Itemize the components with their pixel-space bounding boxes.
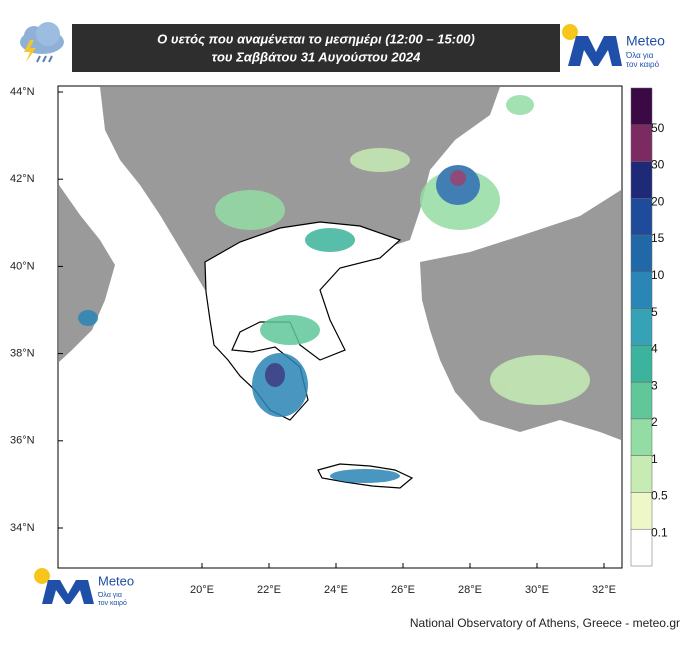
color-swatch: [630, 528, 653, 567]
map: [57, 85, 623, 569]
precipitation: [78, 95, 590, 483]
lon-label: 22°E: [257, 584, 281, 596]
land: [100, 87, 500, 300]
color-swatch: [630, 455, 653, 493]
color-swatch: [630, 418, 653, 456]
lat-label: 44°N: [10, 86, 35, 98]
colorbar-label: 0.1: [651, 525, 668, 539]
logo-tagline: τον καιρό: [626, 60, 660, 69]
logo: Meteo Όλα για τον καιρό: [34, 568, 134, 607]
colorbar: 50 30 20 15 10 5 4 3 2 1 0.5 0.1: [630, 87, 668, 567]
color-swatch: [630, 492, 653, 530]
color-swatch: [630, 234, 653, 273]
lon-label: 20°E: [190, 584, 214, 596]
color-swatch: [630, 198, 653, 236]
color-swatch: [630, 381, 653, 420]
lat-label: 42°N: [10, 173, 35, 185]
lon-label: 24°E: [324, 584, 348, 596]
lat-label: 38°N: [10, 348, 35, 360]
logo-tagline: τον καιρό: [98, 599, 127, 607]
footer: National Observatory of Athens, Greece -…: [410, 616, 680, 630]
lon-labels: 20°E 22°E 24°E 26°E 28°E 30°E 32°E: [190, 563, 616, 596]
weather-icon: [20, 22, 64, 63]
colorbar-label: 1: [651, 452, 658, 466]
lon-label: 30°E: [525, 584, 549, 596]
color-swatch: [630, 161, 653, 199]
colorbar-label: 3: [651, 378, 658, 392]
lat-labels: 44°N 42°N 40°N 38°N 36°N 34°N: [10, 86, 63, 534]
color-swatch: [630, 345, 653, 383]
logo: Meteo Όλα για τον καιρό: [562, 24, 665, 69]
color-swatch: [630, 124, 653, 162]
logo-tagline: Όλα για: [625, 51, 654, 60]
color-swatch: [630, 308, 653, 346]
land: [59, 185, 115, 362]
lon-label: 26°E: [391, 584, 415, 596]
title-bar: [72, 24, 560, 72]
colorbar-label: 15: [651, 231, 665, 245]
colorbar-label: 10: [651, 268, 665, 282]
colorbar-label: 50: [651, 121, 665, 135]
lon-label: 32°E: [592, 584, 616, 596]
colorbar-label: 4: [651, 342, 658, 356]
lat-label: 40°N: [10, 260, 35, 272]
colorbar-label: 5: [651, 305, 658, 319]
color-swatch: [630, 87, 653, 126]
title-line: του Σαββάτου 31 Αυγούστου 2024: [212, 49, 421, 64]
logo-name: Meteo: [626, 33, 665, 49]
logo-tagline: Όλα για: [97, 592, 122, 599]
lon-label: 28°E: [458, 584, 482, 596]
colorbar-label: 30: [651, 158, 665, 172]
logo-name: Meteo: [98, 573, 134, 588]
title-line: Ο υετός που αναμένεται το μεσημέρι (12:0…: [157, 31, 475, 46]
colorbar-label: 2: [651, 415, 658, 429]
lat-label: 36°N: [10, 435, 35, 447]
lat-label: 34°N: [10, 522, 35, 534]
colorbar-label: 20: [651, 194, 665, 208]
colorbar-label: 0.5: [651, 489, 668, 503]
color-swatch: [630, 271, 653, 309]
